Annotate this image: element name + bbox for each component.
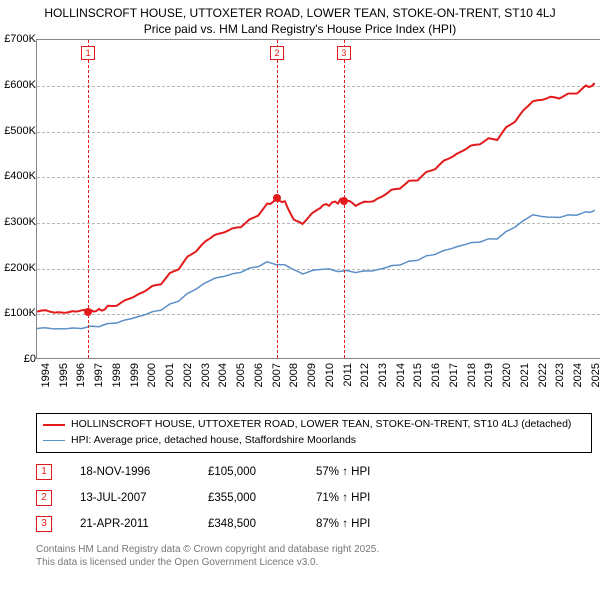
- sale-date: 13-JUL-2007: [80, 492, 180, 504]
- x-tick-label: 2000: [146, 363, 158, 387]
- x-tick-label: 2014: [395, 363, 407, 387]
- y-tick-label: £200K: [4, 262, 36, 274]
- x-tick-label: 2003: [200, 363, 212, 387]
- sales-table: 1 18-NOV-1996 £105,000 57% ↑ HPI 2 13-JUL-200…: [36, 459, 592, 537]
- sale-marker-3: 3: [337, 46, 351, 60]
- series-property: [37, 83, 595, 313]
- sale-dot-3: [340, 197, 348, 205]
- sale-marker-box-3: 3: [36, 516, 52, 532]
- x-tick-label: 2006: [253, 363, 265, 387]
- series-hpi: [37, 211, 595, 330]
- chart-area: £0£100K£200K£300K£400K£500K£600K£700K 12…: [0, 39, 600, 409]
- x-tick-label: 2002: [182, 363, 194, 387]
- y-tick-label: £0: [24, 353, 36, 365]
- sale-marker-2: 2: [270, 46, 284, 60]
- x-tick-label: 2017: [448, 363, 460, 387]
- x-tick-label: 2010: [324, 363, 336, 387]
- x-tick-label: 1999: [129, 363, 141, 387]
- x-tick-label: 2022: [537, 363, 549, 387]
- x-axis: 1994 1995 1996 1997 1998 1999 2000 2001 2002 2003…: [36, 359, 600, 409]
- sale-row-3: 3 21-APR-2011 £348,500 87% ↑ HPI: [36, 511, 592, 537]
- sale-dot-1: [84, 308, 92, 316]
- y-tick-label: £300K: [4, 216, 36, 228]
- sale-marker-box-2: 2: [36, 490, 52, 506]
- x-tick-label: 2005: [235, 363, 247, 387]
- title-line-2: Price paid vs. HM Land Registry's House …: [8, 22, 592, 38]
- x-tick-label: 1996: [75, 363, 87, 387]
- legend-row-property: HOLLINSCROFT HOUSE, UTTOXETER ROAD, LOWE…: [43, 417, 585, 433]
- x-tick-label: 2018: [466, 363, 478, 387]
- sale-row-1: 1 18-NOV-1996 £105,000 57% ↑ HPI: [36, 459, 592, 485]
- license-text: Contains HM Land Registry data © Crown c…: [36, 543, 592, 569]
- x-tick-label: 2021: [519, 363, 531, 387]
- x-tick-label: 2009: [306, 363, 318, 387]
- sale-price: £348,500: [208, 518, 288, 530]
- sale-row-2: 2 13-JUL-2007 £355,000 71% ↑ HPI: [36, 485, 592, 511]
- legend-swatch-property: [43, 424, 65, 426]
- license-line-2: This data is licensed under the Open Gov…: [36, 556, 592, 569]
- legend-label-hpi: HPI: Average price, detached house, Staf…: [71, 433, 356, 449]
- x-tick-label: 1998: [111, 363, 123, 387]
- x-tick-label: 2013: [377, 363, 389, 387]
- sale-date: 21-APR-2011: [80, 518, 180, 530]
- sale-hpi: 57% ↑ HPI: [316, 466, 592, 478]
- sale-price: £105,000: [208, 466, 288, 478]
- x-tick-label: 1995: [58, 363, 70, 387]
- y-tick-label: £600K: [4, 79, 36, 91]
- chart-title-block: HOLLINSCROFT HOUSE, UTTOXETER ROAD, LOWE…: [0, 0, 600, 39]
- x-tick-label: 2024: [572, 363, 584, 387]
- x-tick-label: 2015: [412, 363, 424, 387]
- sale-dot-2: [273, 194, 281, 202]
- x-tick-label: 2020: [501, 363, 513, 387]
- x-tick-label: 2004: [217, 363, 229, 387]
- x-tick-label: 2012: [359, 363, 371, 387]
- x-tick-label: 2001: [164, 363, 176, 387]
- x-tick-label: 2016: [430, 363, 442, 387]
- plot-region: 1 2 3: [36, 39, 600, 359]
- x-tick-label: 2011: [342, 363, 354, 387]
- y-tick-label: £400K: [4, 170, 36, 182]
- x-tick-label: 1994: [40, 363, 52, 387]
- y-axis: £0£100K£200K£300K£400K£500K£600K£700K: [0, 39, 36, 359]
- x-tick-label: 2007: [271, 363, 283, 387]
- y-tick-label: £700K: [4, 33, 36, 45]
- sale-price: £355,000: [208, 492, 288, 504]
- legend-box: HOLLINSCROFT HOUSE, UTTOXETER ROAD, LOWE…: [36, 413, 592, 453]
- sale-date: 18-NOV-1996: [80, 466, 180, 478]
- x-tick-label: 2025: [590, 363, 600, 387]
- title-line-1: HOLLINSCROFT HOUSE, UTTOXETER ROAD, LOWE…: [8, 6, 592, 22]
- sale-hpi: 71% ↑ HPI: [316, 492, 592, 504]
- sale-hpi: 87% ↑ HPI: [316, 518, 592, 530]
- y-tick-label: £500K: [4, 125, 36, 137]
- plot-svg: [37, 40, 600, 358]
- y-tick-label: £100K: [4, 307, 36, 319]
- x-tick-label: 2008: [288, 363, 300, 387]
- sale-marker-1: 1: [81, 46, 95, 60]
- legend-swatch-hpi: [43, 440, 65, 441]
- license-line-1: Contains HM Land Registry data © Crown c…: [36, 543, 592, 556]
- x-tick-label: 1997: [93, 363, 105, 387]
- legend-row-hpi: HPI: Average price, detached house, Staf…: [43, 433, 585, 449]
- x-tick-label: 2023: [554, 363, 566, 387]
- x-tick-label: 2019: [483, 363, 495, 387]
- sale-marker-box-1: 1: [36, 464, 52, 480]
- legend-label-property: HOLLINSCROFT HOUSE, UTTOXETER ROAD, LOWE…: [71, 417, 571, 433]
